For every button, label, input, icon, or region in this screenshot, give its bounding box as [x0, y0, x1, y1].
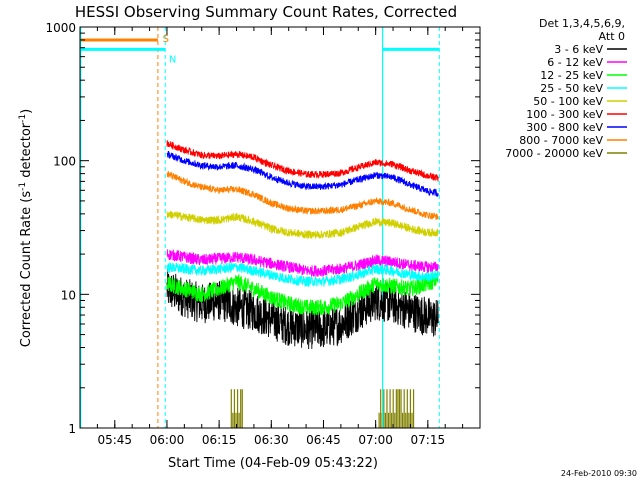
legend-entry-label: 50 - 100 keV [533, 95, 603, 108]
footer-timestamp: 24-Feb-2010 09:30 [561, 469, 637, 478]
flag-label-n: N [169, 54, 176, 65]
legend-entry-label: 100 - 300 keV [526, 108, 603, 121]
x-tick-label: 05:45 [97, 433, 132, 447]
x-tick-label: 06:00 [150, 433, 185, 447]
chart-title: HESSI Observing Summary Count Rates, Cor… [75, 3, 457, 21]
x-tick-label: 06:45 [306, 433, 341, 447]
legend-title-line-2: Att 0 [599, 30, 625, 43]
plot-frame [79, 26, 481, 429]
vertical-event-lines [157, 27, 440, 428]
legend-entry-label: 3 - 6 keV [554, 43, 603, 56]
flag-markers: SN [80, 27, 440, 428]
series-group [166, 140, 439, 349]
y-axis-label-end: ) [19, 109, 34, 114]
legend-title-line-1: Det 1,3,4,5,6,9, [539, 17, 625, 30]
y-axis-label-sup2: -1 [18, 114, 28, 123]
y-tick-label: 10 [61, 288, 76, 302]
y-axis-label-sup1: -1 [18, 182, 28, 191]
series-line-50-100-kev [166, 210, 439, 239]
x-tick-label: 06:30 [254, 433, 289, 447]
axes: 05:45 06:00 06:15 06:30 06:45 07:00 07:15 1 10 10… [45, 21, 481, 447]
y-axis-label-main: Corrected Count Rate (s [19, 191, 34, 348]
y-tick-label: 1 [68, 422, 76, 436]
y-axis-label-mid: detector [19, 122, 34, 182]
x-axis-label: Start Time (04-Feb-09 05:43:22) [168, 456, 378, 471]
series-line-300-800-kev [166, 151, 439, 198]
legend-entry-label: 300 - 800 keV [526, 121, 603, 134]
x-tick-label: 07:00 [358, 433, 393, 447]
flag-label-s: S [163, 34, 169, 45]
series-line-100-300-kev [166, 140, 439, 182]
y-tick-label: 100 [53, 155, 76, 169]
series-line-800-7000-kev [166, 171, 439, 220]
series-line-25-50-kev [166, 261, 439, 288]
legend-entry-label: 6 - 12 keV [547, 56, 603, 69]
legend-entry-label: 7000 - 20000 keV [505, 147, 603, 160]
legend-entry-label: 25 - 50 keV [540, 82, 603, 95]
y-axis-label: Corrected Count Rate (s-1 detector-1) [18, 109, 34, 347]
x-tick-label: 07:15 [411, 433, 446, 447]
legend-entry-label: 800 - 7000 keV [519, 134, 603, 147]
plot-area: SN 05:45 06:00 06:15 06:30 06:45 07:00 07:15 1 1… [45, 21, 481, 447]
legend-entry-label: 12 - 25 keV [540, 69, 603, 82]
x-tick-label: 06:15 [202, 433, 237, 447]
y-tick-label: 1000 [45, 21, 76, 35]
series-line-6-12-kev [166, 249, 439, 277]
series-line-12-25-kev [166, 272, 439, 316]
